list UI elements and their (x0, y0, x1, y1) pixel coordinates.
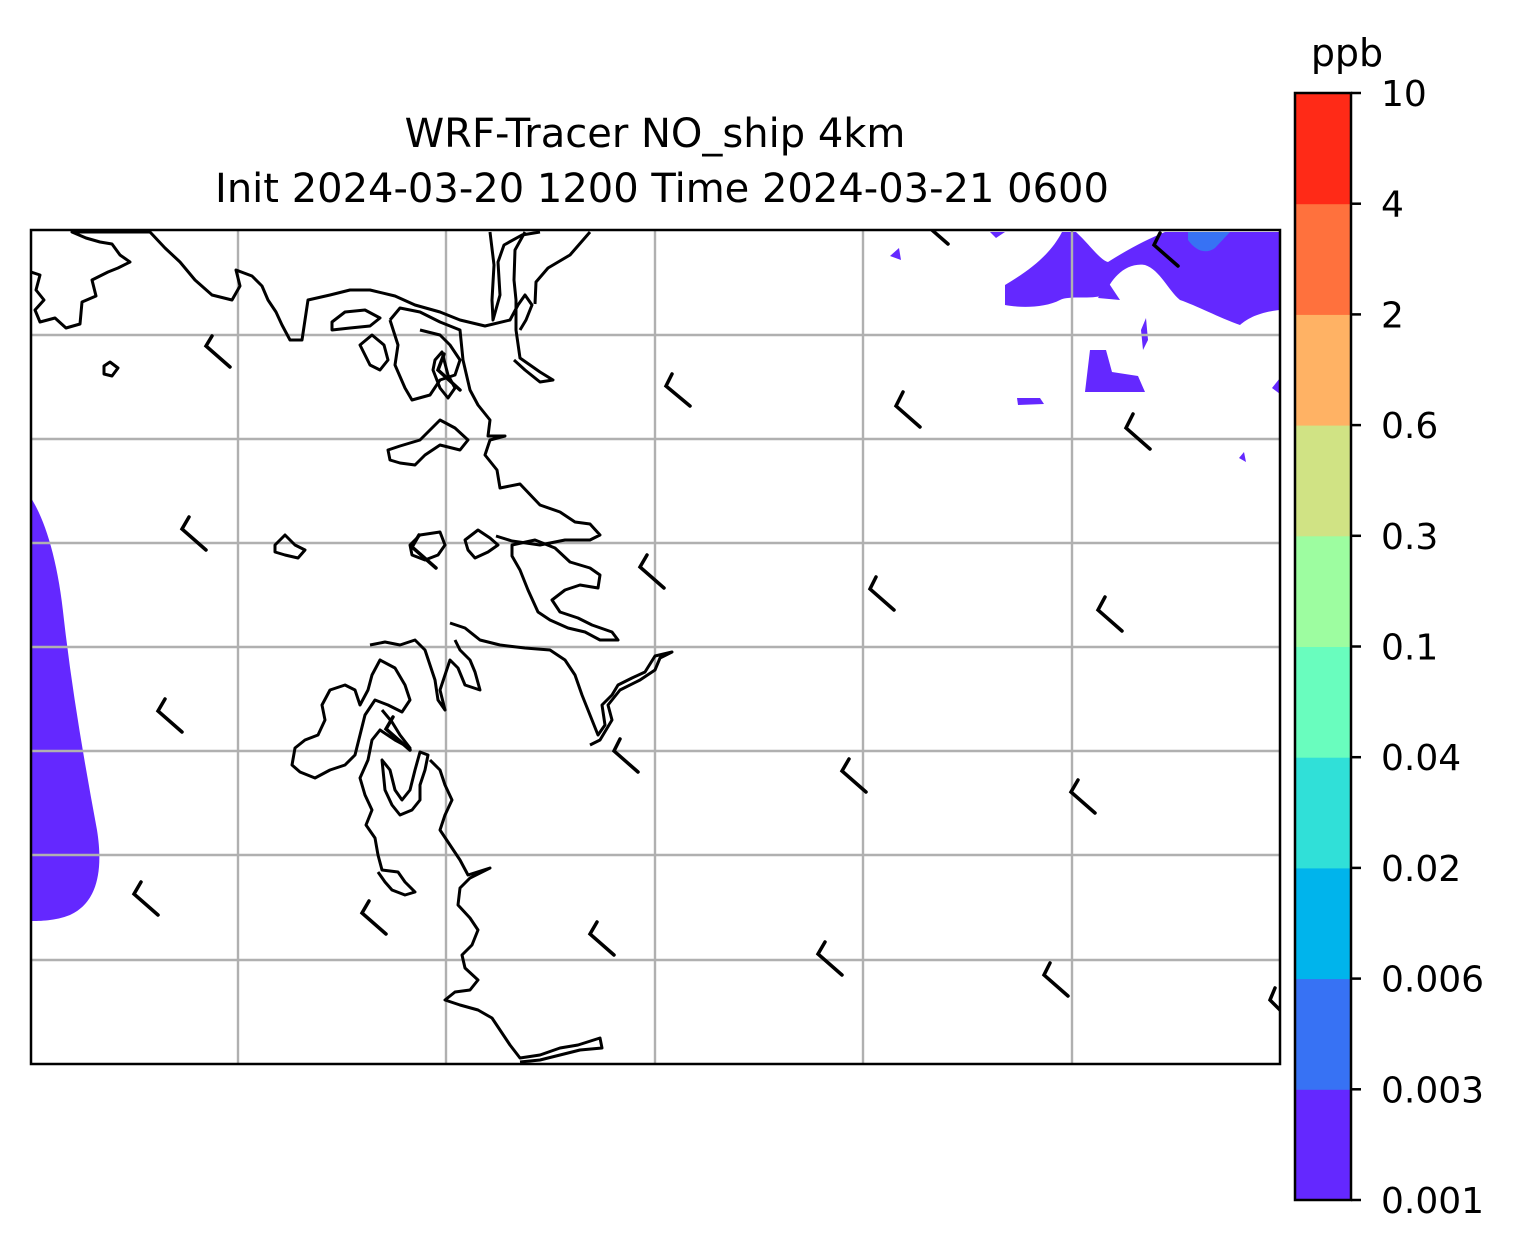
wind-barb (1041, 961, 1070, 998)
wind-barb (155, 697, 184, 734)
colorbar-tick-label: 0.6 (1381, 406, 1438, 447)
wind-barb (663, 372, 692, 408)
coastline-south-west (290, 658, 412, 780)
coastline-river-west (488, 230, 541, 322)
wind-barb (131, 880, 160, 917)
wind-barb (867, 575, 896, 612)
coastline-central-2 (463, 528, 500, 560)
tracer-patch-6 (990, 232, 1005, 238)
colorbar-tick-label: 4 (1381, 185, 1404, 226)
coastline-central (408, 530, 447, 562)
colorbar-tick-label: 0.006 (1381, 960, 1484, 1001)
wind-barb (815, 940, 844, 977)
wind-barb (930, 230, 950, 246)
coastlines (31, 230, 674, 1064)
wind-barb (1123, 412, 1152, 451)
tracer-patch-2 (1085, 350, 1145, 392)
colorbar-band (1295, 757, 1351, 869)
colorbar-tick-label: 0.003 (1381, 1070, 1484, 1111)
wind-barb (587, 920, 616, 957)
tracer-patch-3 (1017, 398, 1044, 405)
colorbar-tick-label: 0.1 (1381, 628, 1438, 669)
colorbar-band (1295, 867, 1351, 980)
wind-barb (203, 334, 232, 369)
wind-barb (409, 533, 438, 570)
tracer-plume-west (31, 498, 100, 921)
tracer-contours (31, 232, 1280, 921)
tracer-patch-5 (890, 248, 901, 260)
colorbar-band (1295, 535, 1351, 647)
coastline-south-inner (369, 638, 482, 712)
map-title-line1: WRF-Tracer NO_ship 4km (405, 111, 906, 157)
map-panel (31, 230, 1280, 1064)
wind-barb (179, 515, 208, 552)
coastline-island-small (358, 333, 390, 372)
tracer-patch-7 (1272, 378, 1280, 394)
coastline-inlet (330, 308, 382, 332)
wind-barb (1267, 986, 1280, 1012)
coastline-river-east (512, 231, 555, 384)
wind-barb (383, 715, 412, 752)
coastline-southern-2 (380, 750, 430, 817)
wind-barb (611, 737, 640, 774)
wind-barb (435, 352, 462, 392)
map-frame (29, 228, 1282, 1066)
tracer-patch-9 (1188, 232, 1230, 252)
wind-barb (1095, 595, 1124, 633)
colorbar-unit-label: ppb (1311, 31, 1383, 75)
coastline-north (31, 230, 534, 342)
coastline-island-mid (273, 533, 307, 560)
colorbar-tick-label: 10 (1381, 74, 1427, 115)
coastline-south-bay (449, 621, 674, 747)
coastline-east-inlet (510, 538, 620, 642)
wind-barb (359, 899, 388, 936)
colorbar-band (1295, 425, 1351, 537)
colorbar-tick-label: 0.001 (1381, 1181, 1484, 1222)
coastline-southern-main (428, 758, 604, 1064)
wind-barb (893, 390, 922, 429)
colorbar-band (1295, 978, 1351, 1090)
coastline-peninsula-1 (388, 306, 602, 547)
colorbar-tick-label: 0.3 (1381, 517, 1438, 558)
colorbar-band (1295, 1089, 1351, 1201)
tracer-plume-northeast (1005, 232, 1280, 325)
wind-barb (1151, 231, 1180, 268)
colorbar-tick-label: 0.04 (1381, 738, 1461, 779)
coastline-middle (386, 418, 470, 467)
wind-barb (839, 757, 868, 794)
colorbar-tick-label: 2 (1381, 295, 1404, 336)
tracer-patch-8 (1239, 452, 1246, 462)
colorbar-band (1295, 203, 1351, 315)
coastline-river-far (533, 231, 592, 305)
wind-barb (1068, 778, 1097, 815)
colorbar-band (1295, 314, 1351, 426)
colorbar: 0.001 0.003 0.006 0.02 0.04 0.1 0.3 0.6 2 4 10 ppb (1293, 31, 1484, 1222)
tracer-patch-1 (1098, 282, 1120, 300)
wind-barbs (131, 230, 1280, 1012)
coastline-inner-1 (388, 319, 462, 402)
coastline-island-west (102, 360, 120, 378)
wind-barb (637, 553, 666, 590)
colorbar-tick-label: 0.02 (1381, 849, 1461, 890)
map-title-line2: Init 2024-03-20 1200 Time 2024-03-21 060… (215, 166, 1109, 212)
colorbar-band (1295, 646, 1351, 758)
colorbar-band (1295, 93, 1351, 205)
